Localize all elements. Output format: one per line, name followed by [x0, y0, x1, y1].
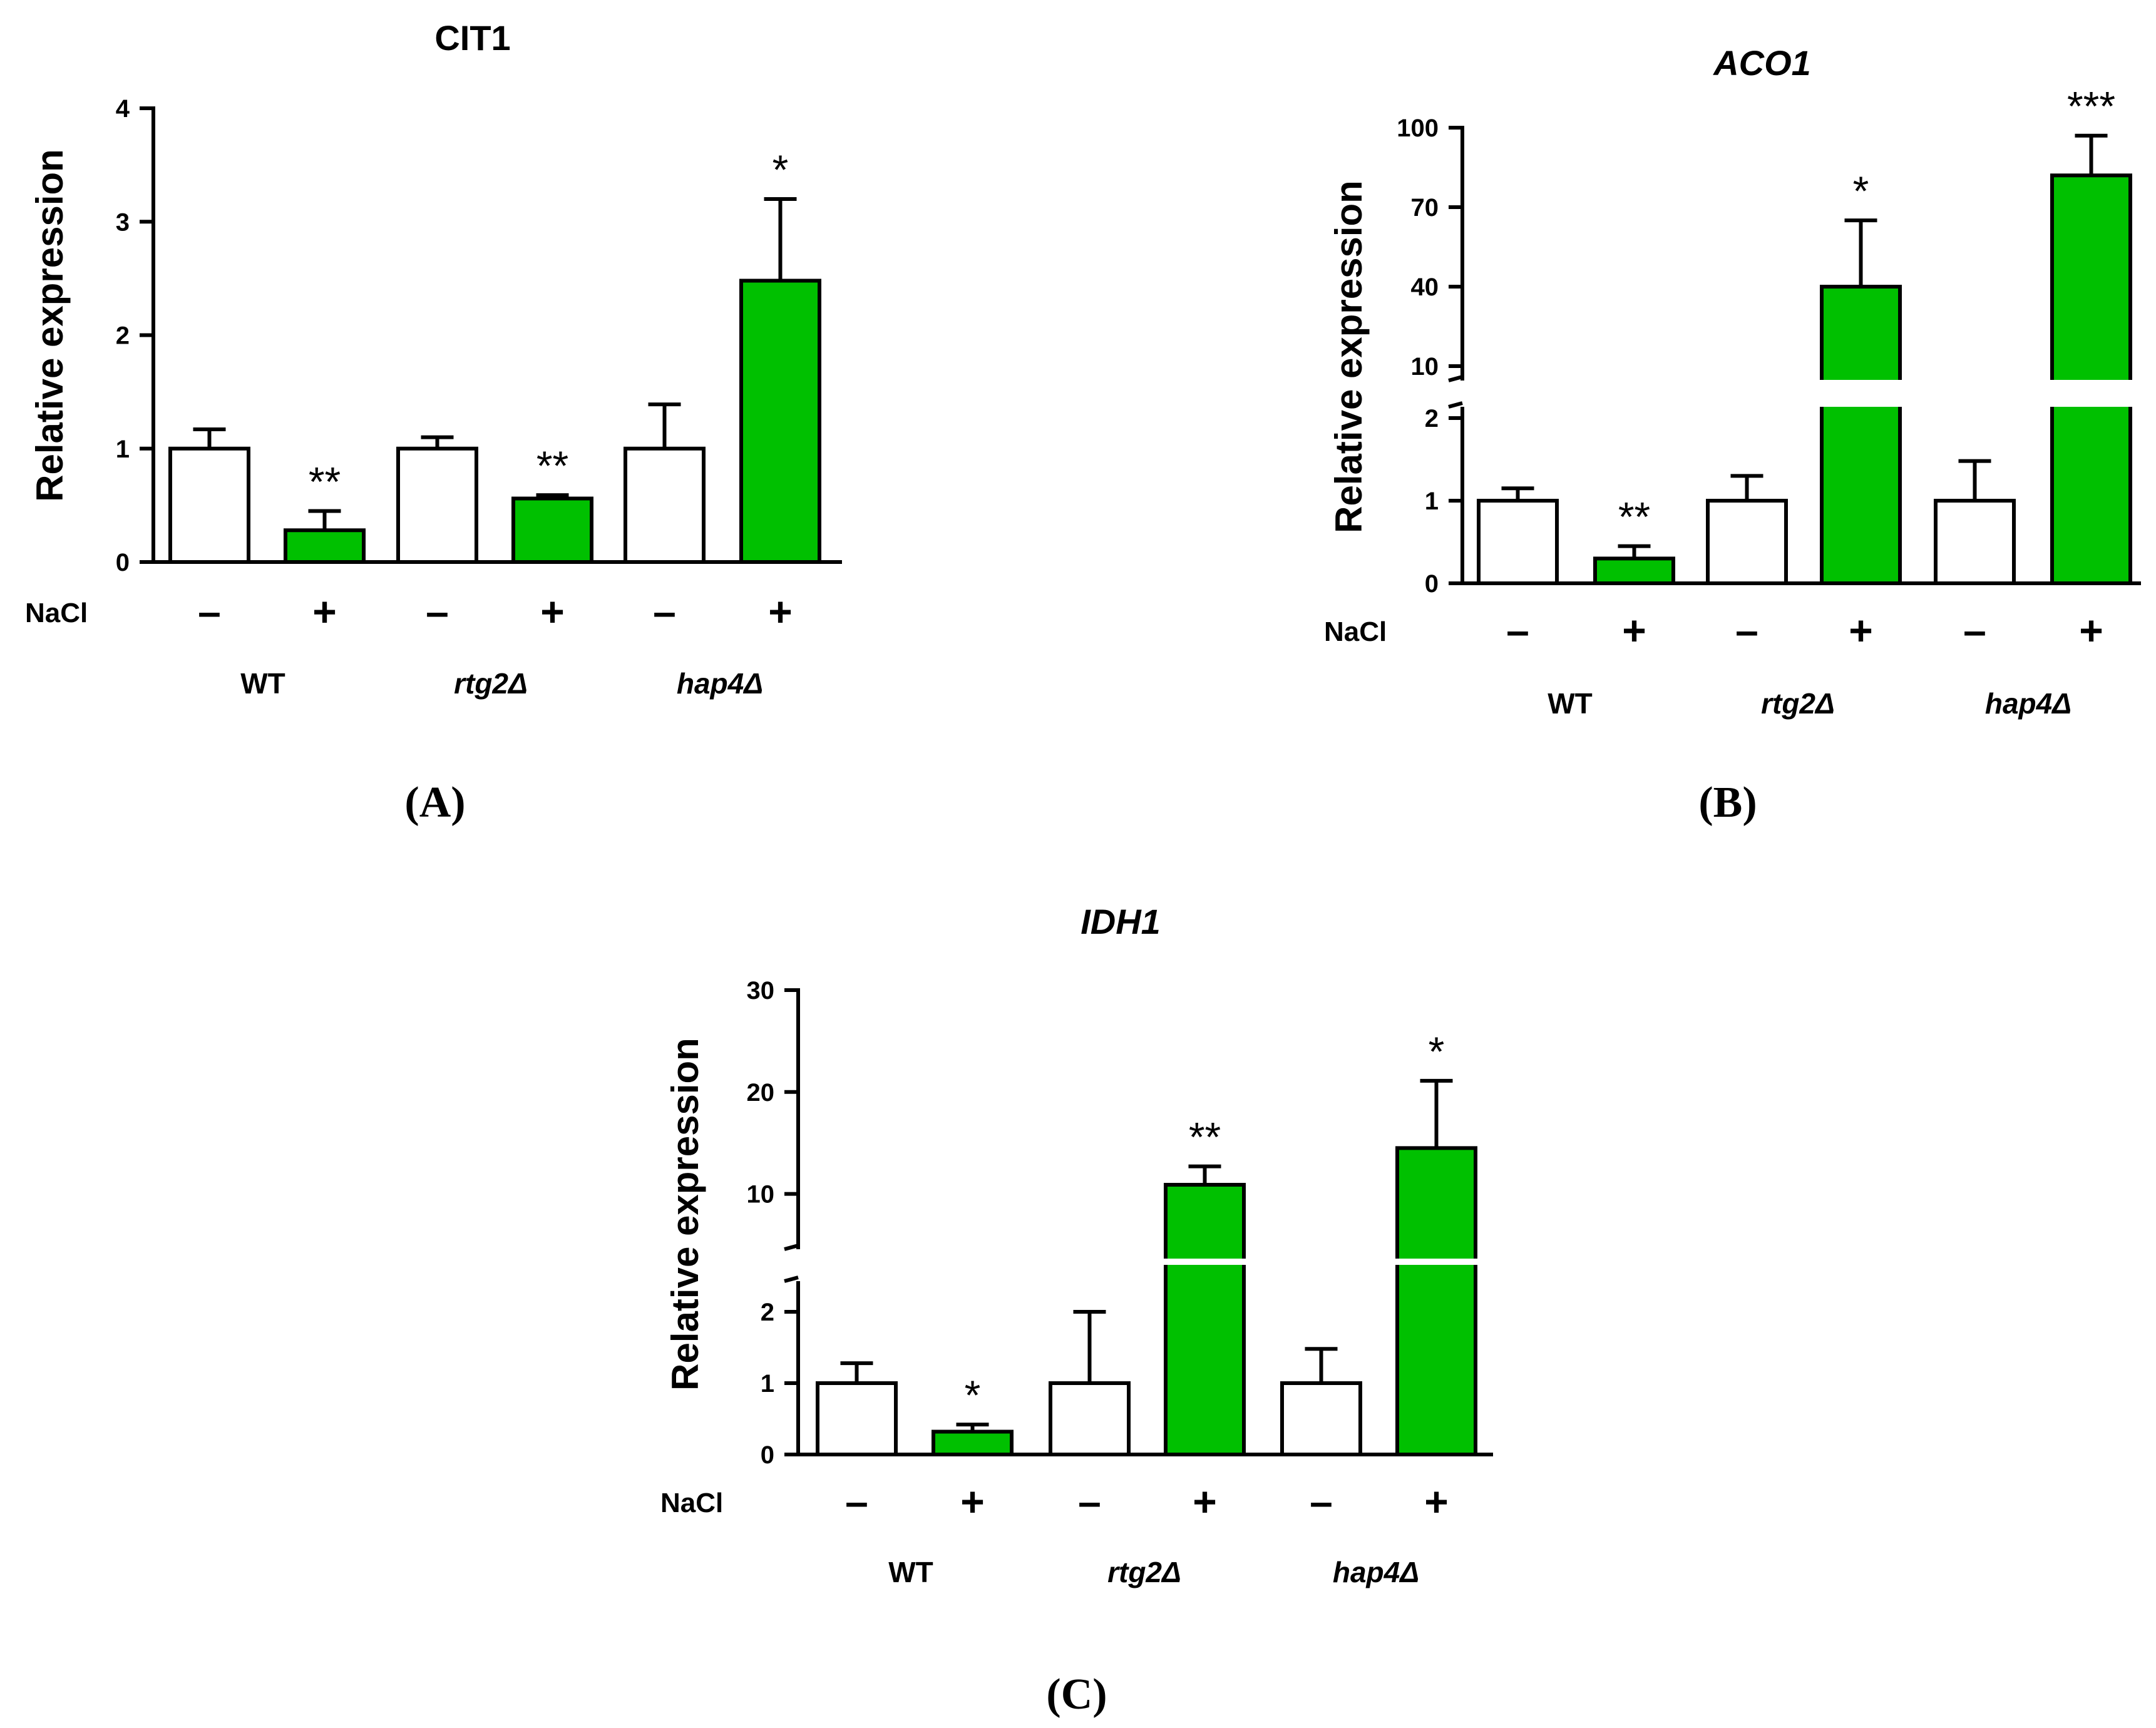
chart-panel-2: IDH1 Relative expression 0 1 2 10 20 30 – * + – ** + –… [660, 902, 1493, 1719]
y-tick-label: 100 [1397, 115, 1439, 142]
nacl-sign: + [1622, 607, 1646, 653]
bar-upper-segment [1164, 1182, 1246, 1259]
bar-lower-segment [2050, 407, 2132, 585]
axis-break-mark [1448, 375, 1463, 382]
group-label: hap4Δ [1985, 687, 2071, 720]
y-tick-label: 1 [761, 1370, 774, 1398]
group-label: WT [240, 667, 285, 700]
bar [739, 279, 821, 564]
nacl-sign: – [198, 588, 221, 635]
bar-upper-segment [1820, 285, 1902, 380]
group-label: WT [1548, 687, 1593, 720]
nacl-sign: + [1424, 1478, 1449, 1525]
bar [816, 1381, 898, 1456]
nacl-sign: + [312, 588, 337, 635]
y-tick-label: 0 [1425, 570, 1439, 598]
y-tick-label: 0 [761, 1441, 774, 1469]
bar [168, 446, 250, 564]
significance-label: ** [1189, 1114, 1221, 1160]
axis-break-mark [784, 1276, 799, 1283]
significance-label: * [1853, 168, 1869, 214]
bar [624, 446, 706, 564]
axis-break-mark [1448, 401, 1463, 409]
group-label: rtg2Δ [1761, 687, 1835, 720]
nacl-sign: + [960, 1478, 985, 1525]
group-label: rtg2Δ [1107, 1556, 1181, 1588]
y-tick-label: 30 [747, 977, 775, 1005]
y-axis-label: Relative expression [29, 149, 71, 502]
nacl-row-label: NaCl [1324, 616, 1387, 647]
panel-label: (B) [1698, 779, 1757, 827]
bar [1280, 1381, 1362, 1456]
bar [1049, 1381, 1131, 1456]
significance-label: *** [2067, 83, 2115, 130]
bar [1477, 499, 1559, 585]
y-tick-label: 10 [747, 1181, 775, 1209]
nacl-sign: – [1506, 607, 1529, 653]
nacl-sign: – [1735, 607, 1758, 653]
significance-label: * [1429, 1028, 1445, 1075]
bar-lower-segment [1820, 407, 1902, 585]
nacl-row-label: NaCl [25, 598, 88, 628]
bar-lower-segment [1164, 1265, 1246, 1456]
chart-title: ACO1 [1712, 43, 1811, 83]
nacl-sign: + [1849, 607, 1873, 653]
significance-label: * [965, 1372, 981, 1418]
panel-label: (C) [1046, 1670, 1107, 1719]
y-axis-label: Relative expression [1328, 180, 1370, 533]
bar [1593, 556, 1675, 586]
nacl-sign: – [1078, 1478, 1101, 1525]
nacl-sign: + [1193, 1478, 1217, 1525]
y-tick-label: 20 [747, 1079, 775, 1107]
bar [284, 528, 366, 564]
group-label: rtg2Δ [454, 667, 528, 700]
group-label: hap4Δ [677, 667, 763, 700]
y-tick-label: 70 [1411, 194, 1439, 222]
nacl-sign: + [540, 588, 565, 635]
y-tick-label: 1 [116, 436, 130, 463]
nacl-row-label: NaCl [660, 1488, 723, 1518]
bar-lower-segment [1395, 1265, 1477, 1456]
bar [932, 1429, 1014, 1457]
bar [511, 496, 593, 564]
nacl-sign: – [1963, 607, 1986, 653]
y-tick-label: 1 [1425, 488, 1439, 515]
y-tick-label: 0 [116, 549, 130, 576]
y-tick-label: 40 [1411, 274, 1439, 301]
chart-title: IDH1 [1081, 902, 1161, 941]
y-tick-label: 10 [1411, 353, 1439, 381]
y-axis-label: Relative expression [664, 1038, 706, 1391]
nacl-sign: – [426, 588, 449, 635]
y-tick-label: 2 [116, 322, 130, 350]
nacl-sign: – [845, 1478, 868, 1525]
bar [396, 446, 478, 564]
significance-label: ** [536, 442, 568, 489]
bar-upper-segment [1395, 1146, 1477, 1259]
significance-label: * [773, 146, 789, 193]
y-tick-label: 2 [761, 1299, 774, 1326]
group-label: hap4Δ [1333, 1556, 1419, 1588]
bar [1706, 499, 1788, 585]
nacl-sign: + [768, 588, 793, 635]
bar [1934, 499, 2016, 585]
bar-upper-segment [2050, 173, 2132, 380]
nacl-sign: + [2079, 607, 2103, 653]
chart-panel-1: ACO1 Relative expression 0 1 2 10 40 70 100 – ** + –… [1324, 43, 2141, 827]
significance-label: ** [1618, 494, 1650, 540]
nacl-sign: – [653, 588, 676, 635]
y-tick-label: 3 [116, 208, 130, 236]
panel-label: (A) [404, 779, 465, 827]
y-tick-label: 2 [1425, 405, 1439, 432]
chart-title: CIT1 [434, 18, 510, 58]
group-label: WT [888, 1556, 933, 1588]
y-tick-label: 4 [116, 95, 130, 123]
nacl-sign: – [1310, 1478, 1333, 1525]
significance-label: ** [309, 458, 341, 504]
chart-panel-0: CIT1 Relative expression 0 1 2 3 4 – ** + – ** + – * + N… [25, 18, 842, 827]
axis-break-mark [784, 1244, 799, 1251]
